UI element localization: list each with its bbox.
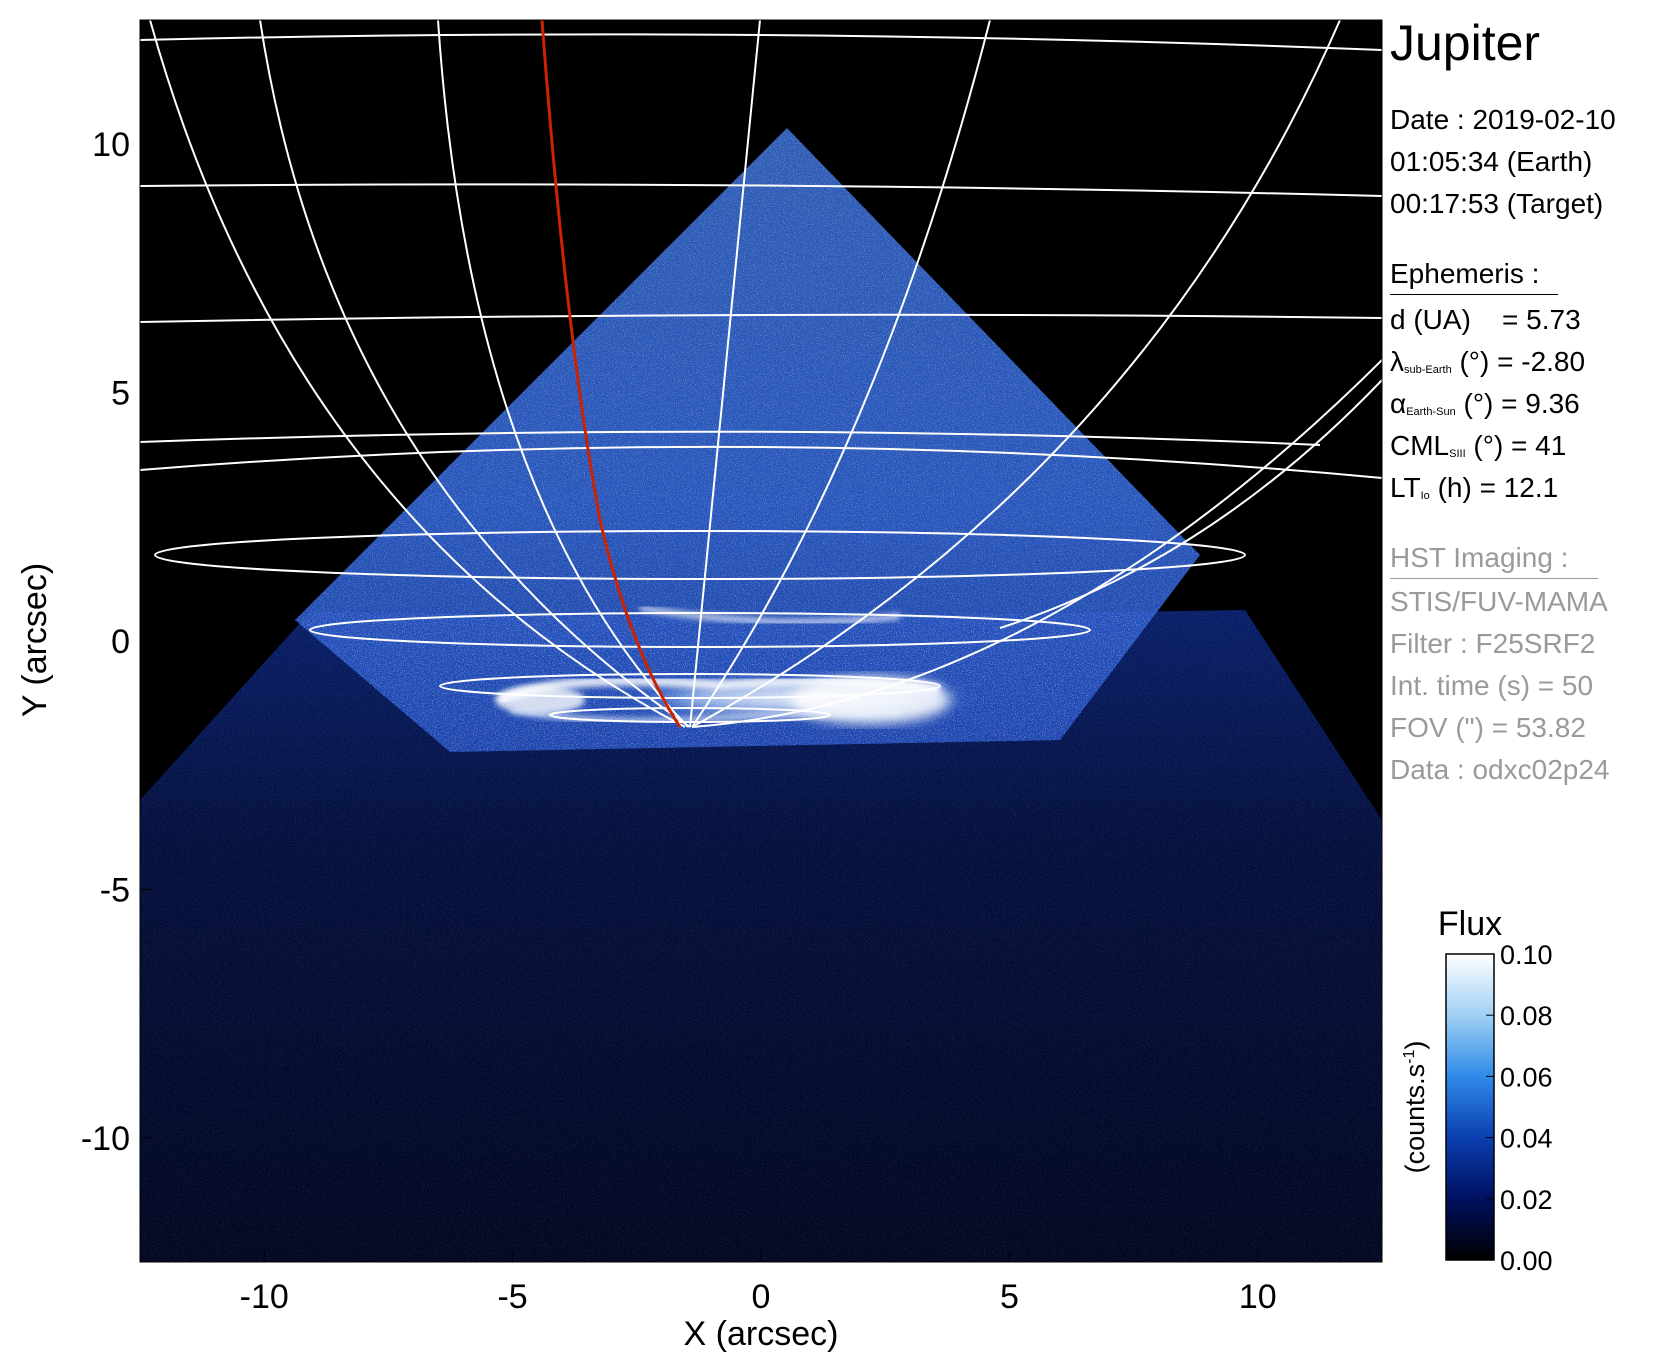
- colorbar-label: (counts.s-1): [1400, 1041, 1430, 1174]
- colorbar-ticks: 0.10 0.08 0.06 0.04 0.02 0.00: [1486, 940, 1553, 1276]
- colorbar-gradient: [1445, 953, 1495, 1261]
- imaging-filter: Filter : F25SRF2: [1390, 628, 1596, 659]
- ephemeris-header: Ephemeris :: [1390, 258, 1540, 289]
- grid-longitude: [689, 20, 761, 728]
- x-axis-ticks: -10 -5 0 5 10: [240, 1250, 1277, 1316]
- x-tick-label: -5: [497, 1278, 527, 1316]
- grid-longitude: [691, 359, 1382, 728]
- colorbar-title: Flux: [1438, 905, 1502, 943]
- imaging-fov: FOV (") = 53.82: [1390, 712, 1586, 743]
- y-tick-label: -10: [81, 1120, 130, 1158]
- grid-longitude: [999, 379, 1382, 629]
- date-line: Date : 2019-02-10: [1390, 104, 1616, 135]
- colorbar-tick-label: 0.02: [1500, 1185, 1553, 1215]
- speckle-noise-wedge: [295, 128, 1200, 752]
- x-tick-label: -10: [240, 1278, 289, 1316]
- grid-latitude: [309, 612, 1091, 648]
- ephemeris-cml: CMLSIII (°) = 41: [1390, 430, 1567, 461]
- x-tick-label: 10: [1239, 1278, 1277, 1316]
- imaging-int-time: Int. time (s) = 50: [1390, 670, 1594, 701]
- grid-latitude: [140, 430, 1321, 446]
- speckle-noise-lower: [140, 610, 1382, 1262]
- earth-time: 01:05:34 (Earth): [1390, 146, 1593, 177]
- y-tick-label: -5: [100, 871, 130, 909]
- grid-longitude: [691, 20, 1341, 728]
- grid-latitude: [439, 673, 941, 699]
- grid-latitude: [154, 530, 1246, 580]
- ephemeris-distance: d (UA) = 5.73: [1390, 304, 1581, 335]
- colorbar-tick-label: 0.06: [1500, 1062, 1553, 1092]
- imaging-underline: [1390, 578, 1598, 579]
- y-axis-ticks: 10 5 0 -5 -10: [81, 126, 152, 1158]
- colorbar-tick-label: 0.08: [1500, 1001, 1553, 1031]
- grid-longitude: [259, 20, 691, 728]
- ephemeris-io-local-time: LTIo (h) = 12.1: [1390, 472, 1559, 503]
- colorbar-tick-label: 0.10: [1500, 940, 1553, 970]
- ephemeris-underline: [1390, 294, 1558, 295]
- image-panel: [140, 20, 1382, 1262]
- x-axis-label: X (arcsec): [684, 1315, 839, 1353]
- ephemeris-phase-angle: αEarth-Sun (°) = 9.36: [1390, 388, 1580, 419]
- colorbar-tick-label: 0.00: [1500, 1246, 1553, 1276]
- y-tick-label: 5: [111, 375, 130, 413]
- io-footpath-line: [540, 20, 682, 728]
- planet-title: Jupiter: [1390, 15, 1541, 71]
- grid-latitude: [140, 313, 1382, 323]
- grid-latitude: [140, 183, 1382, 197]
- grid-longitude: [437, 20, 689, 728]
- y-tick-label: 10: [92, 126, 130, 164]
- x-tick-label: 5: [1000, 1278, 1019, 1316]
- y-axis-label: Y (arcsec): [16, 563, 54, 717]
- imaging-header: HST Imaging :: [1390, 542, 1569, 573]
- grid-longitude: [691, 20, 991, 728]
- colorbar: Flux 0.10 0.08 0.06 0.04 0.02 0.00 (counts.s-…: [1400, 905, 1553, 1276]
- imaging-instrument: STIS/FUV-MAMA: [1390, 586, 1608, 617]
- colorbar-tick-label: 0.04: [1500, 1124, 1553, 1154]
- target-time: 00:17:53 (Target): [1390, 188, 1604, 219]
- grid-latitude: [140, 33, 1382, 51]
- grid-latitude: [140, 445, 1382, 479]
- y-tick-label: 0: [111, 623, 130, 661]
- planetographic-grid: [140, 20, 1382, 728]
- imaging-data-id: Data : odxc02p24: [1390, 754, 1610, 785]
- grid-longitude: [149, 20, 686, 728]
- x-tick-label: 0: [752, 1278, 771, 1316]
- ephemeris-sub-earth-latitude: λsub-Earth (°) = -2.80: [1390, 346, 1586, 377]
